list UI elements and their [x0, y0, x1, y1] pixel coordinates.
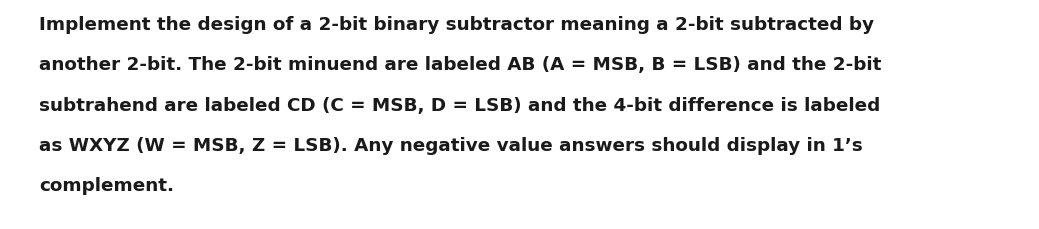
- Text: complement.: complement.: [39, 176, 175, 194]
- Text: as WXYZ (W = MSB, Z = LSB). Any negative value answers should display in 1’s: as WXYZ (W = MSB, Z = LSB). Any negative…: [39, 136, 863, 154]
- Text: subtrahend are labeled CD (C = MSB, D = LSB) and the 4-bit difference is labeled: subtrahend are labeled CD (C = MSB, D = …: [39, 96, 881, 114]
- Text: Implement the design of a 2-bit binary subtractor meaning a 2-bit subtracted by: Implement the design of a 2-bit binary s…: [39, 16, 875, 34]
- Text: another 2-bit. The 2-bit minuend are labeled AB (A = MSB, B = LSB) and the 2-bit: another 2-bit. The 2-bit minuend are lab…: [39, 56, 882, 74]
